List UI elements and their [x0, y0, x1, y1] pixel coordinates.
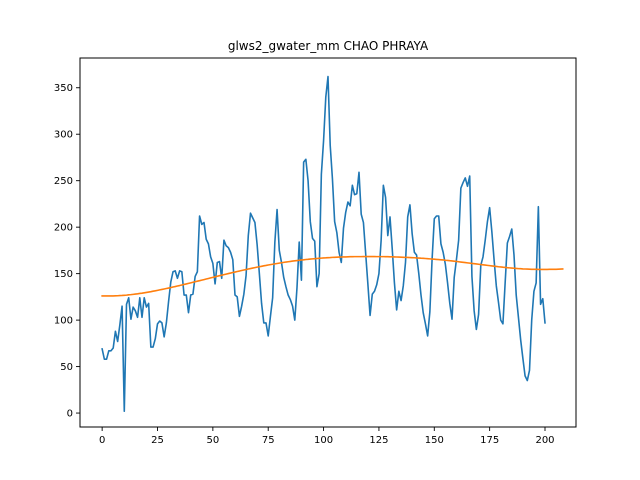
- x-tick-label: 50: [206, 435, 219, 446]
- y-tick-label: 200: [54, 223, 73, 234]
- x-tick-label: 0: [99, 435, 105, 446]
- x-tick-label: 25: [151, 435, 164, 446]
- plot-area: [79, 57, 577, 428]
- series-line-0: [101, 75, 546, 413]
- x-axis: 0 25 50 75 100 125 150 175 200: [99, 427, 555, 446]
- series-layer: [101, 75, 564, 413]
- y-tick-label: 350: [54, 83, 73, 94]
- y-tick-label: 100: [54, 316, 73, 327]
- y-tick-label: 50: [60, 362, 73, 373]
- x-tick-label: 100: [314, 435, 333, 446]
- x-tick-label: 125: [369, 435, 388, 446]
- chart-title: glws2_gwater_mm CHAO PHRAYA: [228, 39, 429, 53]
- axes-frame: [79, 57, 577, 428]
- y-tick-label: 150: [54, 269, 73, 280]
- x-tick-label: 175: [480, 435, 499, 446]
- x-tick-label: 200: [535, 435, 554, 446]
- y-tick-label: 0: [67, 409, 73, 420]
- y-tick-label: 250: [54, 176, 73, 187]
- y-tick-label: 300: [54, 130, 73, 141]
- series-line-1: [101, 255, 564, 297]
- y-axis: 0 50 100 150 200 250 300 350: [54, 83, 80, 420]
- x-tick-label: 150: [425, 435, 444, 446]
- x-tick-label: 75: [262, 435, 275, 446]
